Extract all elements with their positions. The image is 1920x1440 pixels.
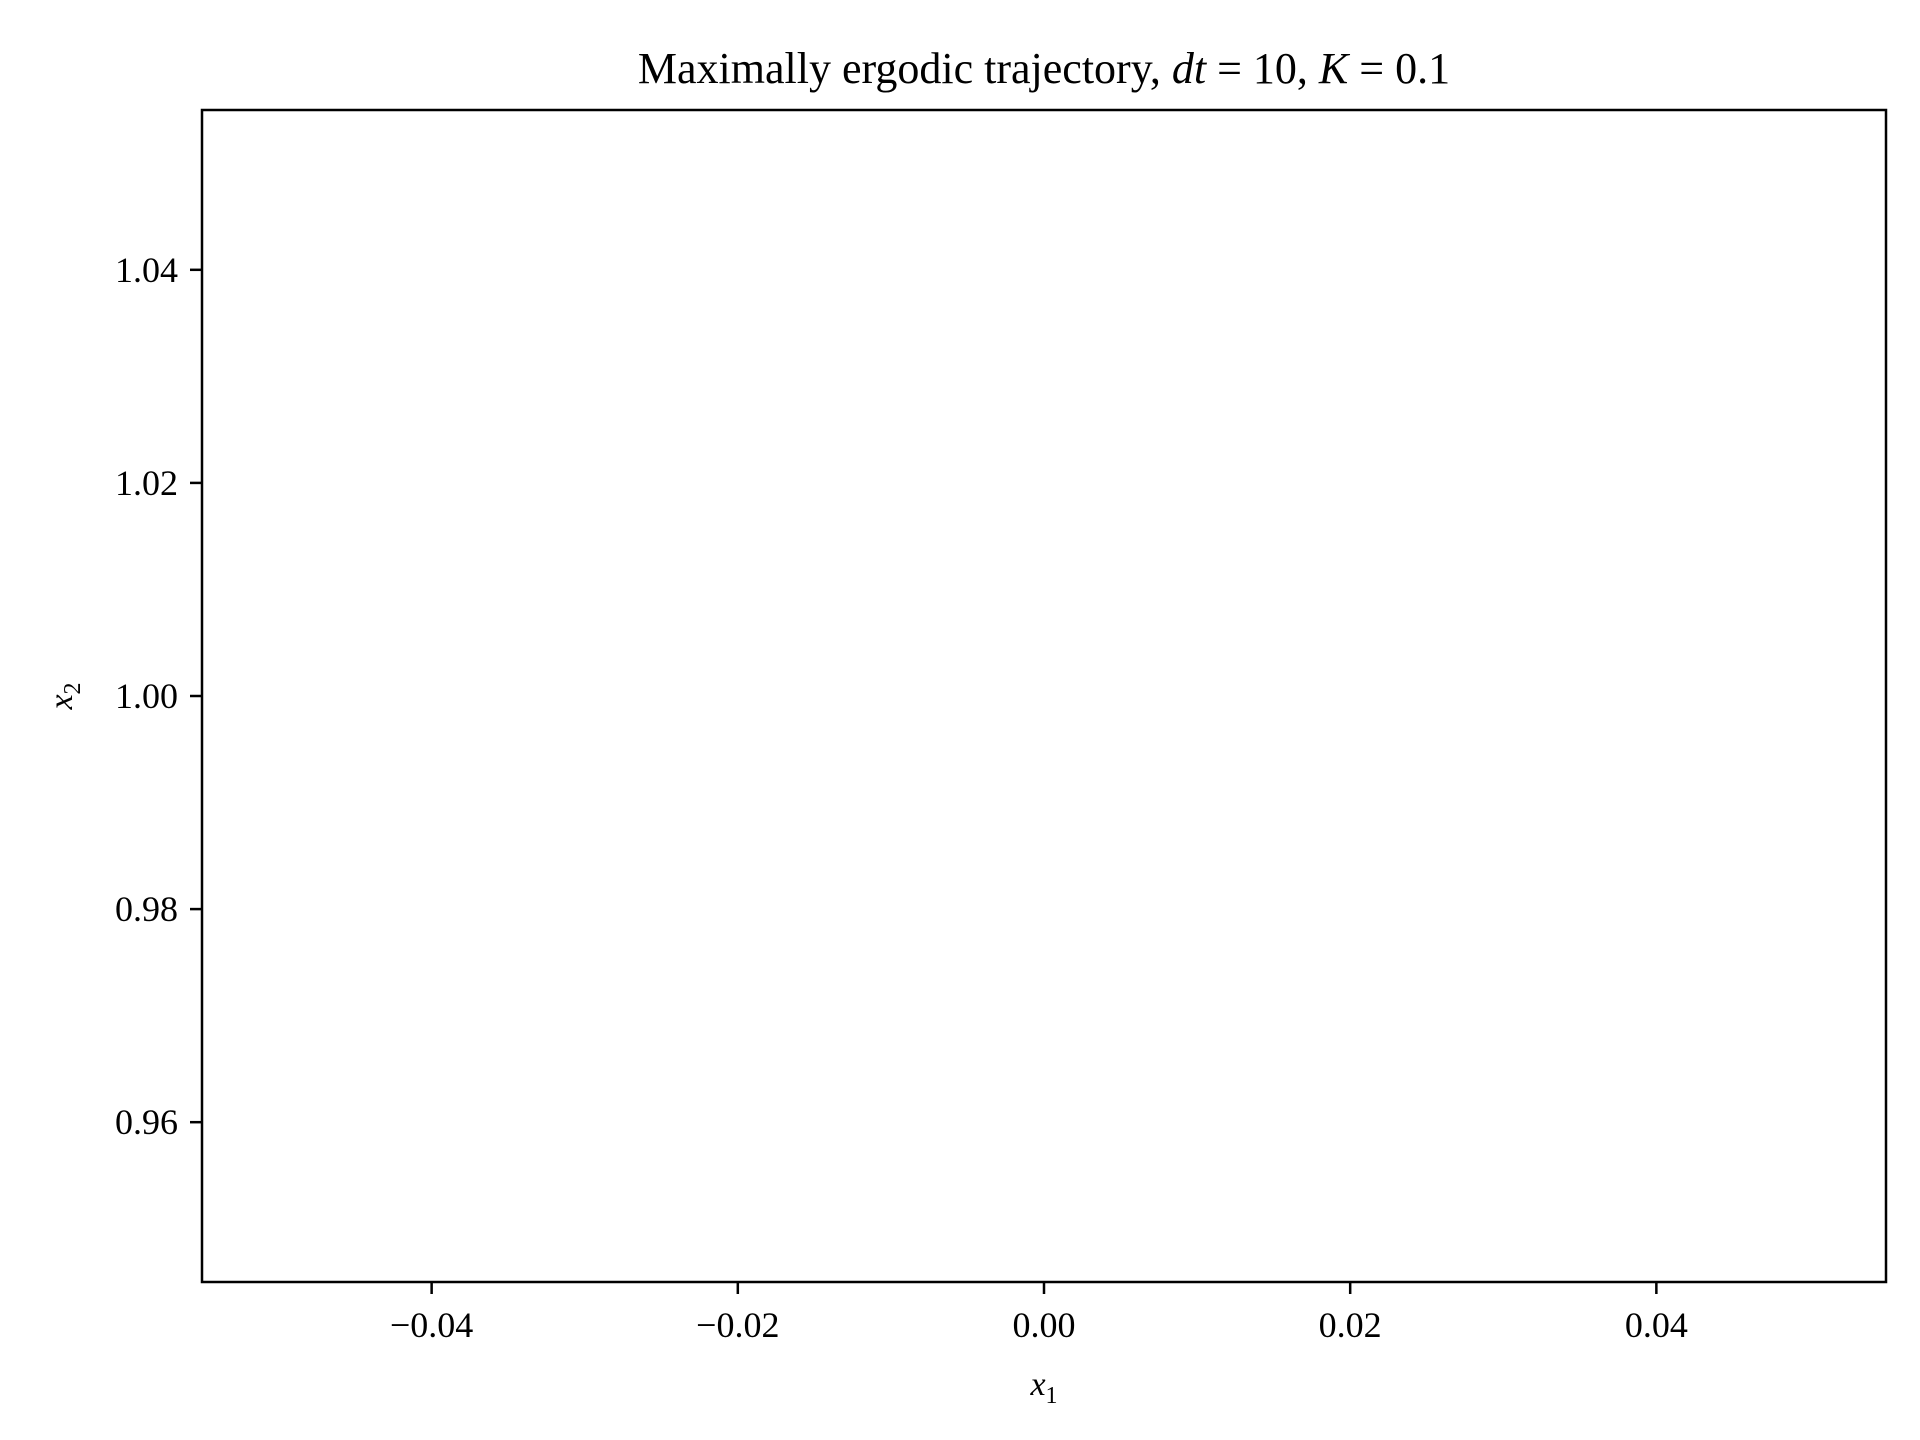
- x-tick-label: −0.02: [696, 1305, 779, 1345]
- title-prefix: Maximally ergodic trajectory,: [638, 44, 1172, 93]
- y-tick-label: 1.02: [115, 463, 178, 503]
- x-axis-label-sub: 1: [1046, 1383, 1058, 1409]
- x-axis-label: x1: [1029, 1366, 1057, 1409]
- x-tick-label: −0.04: [390, 1305, 473, 1345]
- y-axis-label-base: x: [43, 694, 80, 710]
- y-axis-ticks: 0.96 0.98 1.00 1.02 1.04: [115, 250, 202, 1142]
- y-tick-label: 0.98: [115, 889, 178, 929]
- y-axis-label: x2: [43, 682, 86, 710]
- title-k-equals: =: [1348, 44, 1395, 93]
- x-tick-label: 0.02: [1319, 1305, 1382, 1345]
- y-axis-label-sub: 2: [60, 682, 86, 694]
- x-tick-label: 0.00: [1013, 1305, 1076, 1345]
- x-tick-label: 0.04: [1625, 1305, 1688, 1345]
- y-tick-label: 0.96: [115, 1102, 178, 1142]
- plot-area: [200, 108, 1888, 1284]
- title-dt-value: 10: [1253, 44, 1297, 93]
- x-axis-ticks: −0.04 −0.02 0.00 0.02 0.04: [390, 1282, 1688, 1345]
- y-tick-label: 1.04: [115, 250, 178, 290]
- title-dt-equals: =: [1206, 44, 1253, 93]
- chart-title: Maximally ergodic trajectory, dt = 10, K…: [638, 44, 1450, 93]
- y-tick-label: 1.00: [115, 676, 178, 716]
- title-k-value: 0.1: [1395, 44, 1450, 93]
- x-axis-label-base: x: [1029, 1366, 1045, 1403]
- title-k-symbol: K: [1318, 44, 1351, 93]
- title-separator: ,: [1297, 44, 1319, 93]
- title-dt-symbol: dt: [1172, 44, 1208, 93]
